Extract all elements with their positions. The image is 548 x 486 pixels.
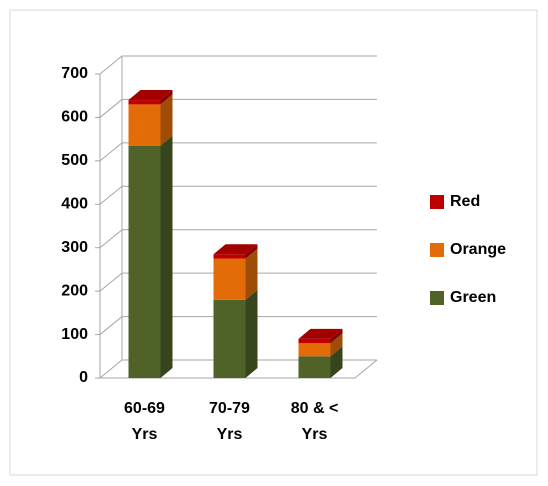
x-tick-label: 80 & < Yrs — [290, 400, 339, 443]
bar — [213, 254, 246, 259]
grid-line-side — [99, 229, 123, 249]
y-tick-label: 300 — [61, 239, 88, 256]
legend-label: Orange — [450, 241, 506, 258]
bar-top — [128, 90, 173, 101]
bar-side — [245, 289, 258, 378]
bar-side — [330, 328, 343, 344]
bar — [128, 145, 161, 378]
legend-label: Red — [450, 193, 480, 210]
y-tick-label: 500 — [61, 152, 88, 169]
legend-label: Green — [450, 289, 496, 306]
grid-line-side — [99, 359, 123, 379]
y-tick-label: 200 — [61, 282, 88, 299]
x-tick-label: 70-79 Yrs — [209, 400, 250, 443]
grid-line-side — [99, 272, 123, 292]
y-tick-label: 600 — [61, 109, 88, 126]
grid-line-side — [99, 142, 123, 162]
bar-side — [160, 135, 173, 378]
bar — [128, 104, 161, 146]
legend-swatch — [430, 195, 444, 209]
y-tick-label: 400 — [61, 196, 88, 213]
bar-side — [245, 248, 258, 300]
bar-side — [160, 90, 173, 105]
bar — [213, 258, 246, 300]
y-tick-label: 700 — [61, 65, 88, 82]
grid-line-side — [99, 99, 123, 118]
floor-right — [354, 359, 378, 379]
bar-side — [245, 244, 258, 259]
bar — [298, 343, 331, 357]
y-tick-label: 100 — [61, 326, 88, 343]
grid-line-side — [99, 185, 123, 205]
bar-side — [160, 94, 173, 146]
grid-line-side — [99, 55, 123, 75]
legend-swatch — [430, 243, 444, 257]
bar — [298, 356, 331, 378]
grid-line-side — [99, 316, 123, 335]
bar-top — [213, 244, 258, 255]
legend-swatch — [430, 291, 444, 305]
x-tick-label: 60-69 Yrs — [124, 400, 165, 443]
bar-side — [330, 333, 343, 357]
y-tick-label: 0 — [79, 369, 88, 386]
bar — [213, 299, 246, 378]
bar — [298, 338, 331, 344]
bar — [128, 100, 161, 105]
bar-top — [298, 328, 343, 339]
bar-side — [330, 346, 343, 378]
chart-border — [9, 9, 538, 476]
